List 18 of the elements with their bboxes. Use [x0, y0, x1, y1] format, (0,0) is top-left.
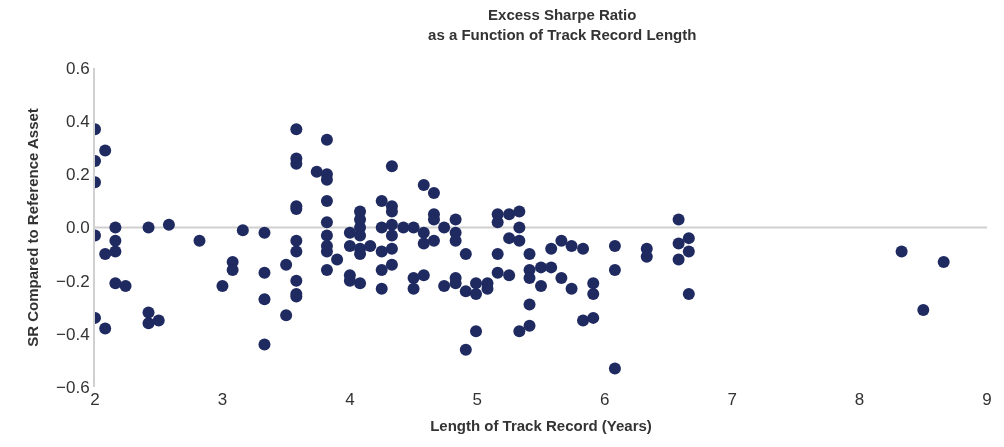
y-tick-label: −0.2 [56, 271, 90, 291]
x-tick-label: 4 [345, 390, 355, 409]
x-tick-label: 7 [727, 390, 737, 409]
y-axis-title: SR Compared to Reference Asset [23, 108, 41, 347]
x-axis-title: Length of Track Record (Years) [430, 417, 652, 434]
y-tick-label: 0.2 [65, 165, 90, 185]
x-tick-label: 5 [472, 390, 483, 409]
y-tick-label: −0.6 [56, 377, 90, 397]
x-tick-label: 3 [217, 390, 228, 409]
y-tick-label: 0.6 [65, 58, 90, 78]
x-tick-label: 6 [599, 390, 610, 409]
x-tick-label: 9 [982, 390, 992, 409]
y-tick-label: 0.4 [65, 112, 90, 132]
y-tick-label: −0.4 [56, 324, 90, 344]
x-tick-label: 2 [90, 390, 100, 409]
y-tick-label: 0.0 [65, 218, 90, 238]
x-tick-label: 8 [854, 390, 865, 409]
chart-title: Excess Sharpe Ratio as a Function of Track Record Length [428, 6, 697, 43]
